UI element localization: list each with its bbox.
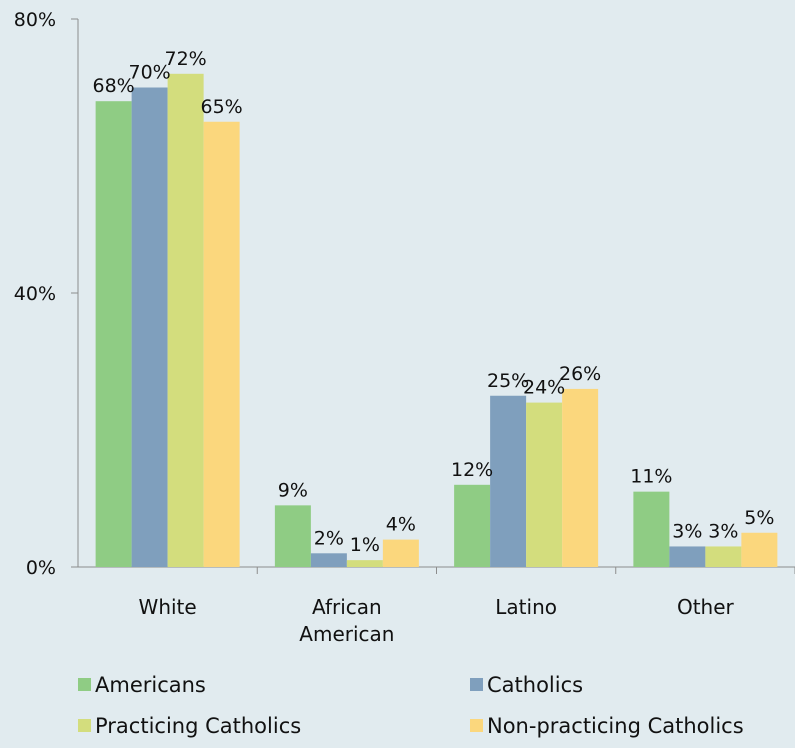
bar [274, 505, 311, 567]
data-label: 70% [129, 62, 171, 84]
legend-label: Practicing Catholics [95, 714, 301, 738]
legend-swatch [78, 719, 91, 732]
category-label: American [299, 622, 394, 646]
legend-swatch [78, 678, 91, 691]
bar [454, 484, 491, 567]
data-labels: 68%70%72% 65% 9% 2% 1% 4% 12% 25%24%26% 11% 3% 3% 5… [93, 48, 775, 556]
bar [382, 539, 419, 567]
y-tick-label: 40% [14, 283, 56, 305]
y-tick-label: 80% [14, 9, 56, 31]
y-tick-label: 0% [26, 557, 56, 579]
bar [741, 532, 778, 567]
data-label: 12% [451, 459, 493, 481]
legend-swatch [470, 719, 483, 732]
data-label: 3% [672, 520, 702, 542]
legend-label: Americans [95, 673, 206, 697]
data-label: 24% [523, 377, 565, 399]
category-labels: White African American Latino Other [139, 595, 735, 646]
data-label: 1% [350, 534, 380, 556]
bar [203, 121, 240, 567]
bar-series [95, 73, 778, 568]
legend-label: Catholics [487, 673, 583, 697]
bar [310, 553, 347, 567]
bar [562, 388, 599, 567]
bar [669, 546, 706, 567]
data-label: 25% [487, 370, 529, 392]
bar [167, 73, 204, 568]
bar [526, 402, 563, 567]
data-label: 65% [201, 96, 243, 118]
bar [131, 87, 168, 567]
data-label: 5% [744, 507, 774, 529]
category-label: African [312, 595, 382, 619]
data-label: 4% [386, 514, 416, 536]
data-label: 11% [630, 466, 672, 488]
category-label: Other [677, 595, 735, 619]
legend-swatch [470, 678, 483, 691]
data-label: 26% [559, 363, 601, 385]
bar [346, 560, 383, 567]
data-label: 72% [165, 48, 207, 70]
category-label: Latino [495, 595, 557, 619]
bar [490, 395, 527, 567]
y-axis: 0% 40% 80% [14, 9, 79, 579]
category-label: White [139, 595, 197, 619]
legend: Americans Catholics Practicing Catholics No… [78, 673, 744, 738]
data-label: 9% [278, 479, 308, 501]
legend-label: Non-practicing Catholics [487, 714, 744, 738]
bar [633, 491, 670, 567]
data-label: 2% [314, 527, 344, 549]
data-label: 3% [708, 520, 738, 542]
bar [705, 546, 742, 567]
data-label: 68% [93, 75, 135, 97]
bar [95, 101, 132, 567]
